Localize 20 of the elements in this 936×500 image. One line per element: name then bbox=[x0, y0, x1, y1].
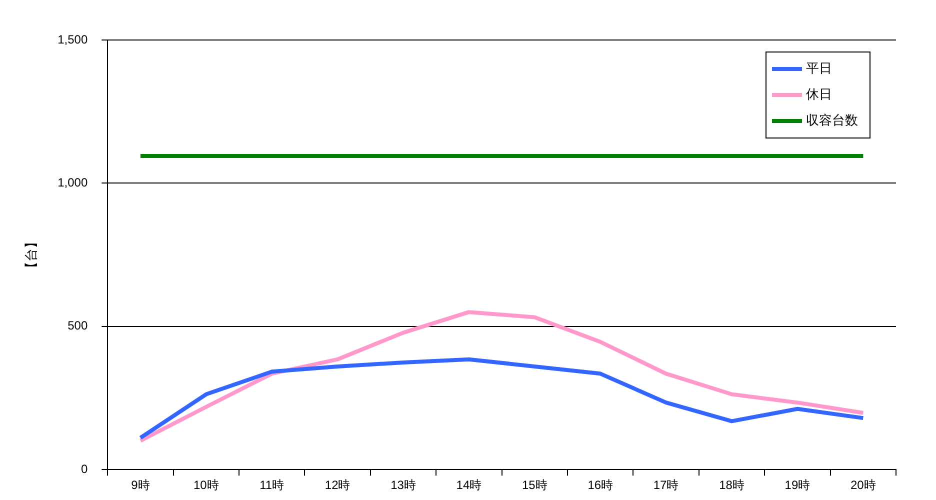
x-tick-label: 14時 bbox=[456, 478, 482, 492]
legend-label: 平日 bbox=[806, 61, 832, 76]
x-tick-label: 17時 bbox=[653, 478, 679, 492]
y-axis-title: 【台】 bbox=[23, 235, 38, 274]
x-tick-label: 13時 bbox=[390, 478, 416, 492]
y-tick-label: 500 bbox=[68, 318, 88, 333]
y-tick-label: 1,000 bbox=[58, 176, 88, 190]
x-tick-label: 11時 bbox=[260, 478, 284, 492]
legend-label: 収容台数 bbox=[806, 112, 858, 128]
x-tick-label: 12時 bbox=[324, 478, 350, 492]
x-tick-label: 18時 bbox=[719, 478, 744, 492]
x-tick-label: 10時 bbox=[193, 478, 219, 492]
y-tick-label: 0 bbox=[80, 462, 88, 476]
y-tick-label: 1,500 bbox=[58, 32, 88, 46]
x-tick-label: 20時 bbox=[850, 478, 876, 492]
x-tick-label: 19時 bbox=[784, 478, 810, 492]
x-tick-label: 16時 bbox=[588, 478, 614, 492]
x-tick-label: 15時 bbox=[522, 478, 548, 492]
legend-label: 休日 bbox=[806, 87, 832, 102]
x-tick-label: 9時 bbox=[131, 478, 150, 492]
